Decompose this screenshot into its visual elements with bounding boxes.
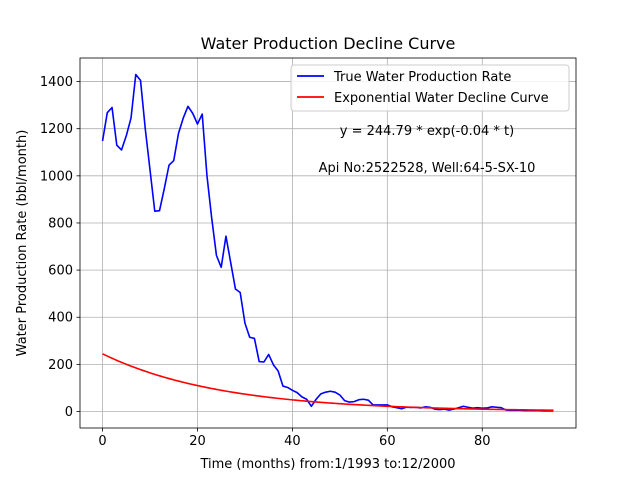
grid [80,58,576,428]
x-tick-label: 80 [474,434,491,449]
well-annotation: Api No:2522528, Well:64-5-SX-10 [319,161,536,176]
series-group [101,73,554,412]
x-tick-label: 0 [98,434,106,449]
y-tick-label: 600 [48,264,73,279]
legend-label-decline-curve: Exponential Water Decline Curve [334,91,549,106]
y-axis: 0 200 400 600 800 1000 1200 1400 [40,75,80,420]
x-tick-label: 60 [379,434,396,449]
y-tick-label: 800 [48,216,73,231]
series-exponential-water-decline-curve [102,353,554,412]
x-tick-label: 40 [284,434,301,449]
plot-frame [79,57,577,429]
y-tick-label: 0 [65,405,73,420]
legend: True Water Production Rate Exponential W… [290,64,570,112]
x-axis: 0 20 40 60 80 [98,428,491,449]
legend-box [290,64,570,112]
legend-label-true-rate: True Water Production Rate [333,70,511,85]
y-tick-label: 1200 [40,122,73,137]
y-axis-label: Water Production Rate (bbl/month) [15,130,30,357]
x-tick-label: 20 [189,434,206,449]
y-tick-label: 400 [48,311,73,326]
chart-title: Water Production Decline Curve [201,34,456,53]
y-tick-label: 200 [48,358,73,373]
series-true-water-production-rate [101,73,554,412]
x-axis-label: Time (months) from:1/1993 to:12/2000 [199,457,455,472]
y-tick-label: 1400 [40,75,73,90]
y-tick-label: 1000 [40,169,73,184]
equation-annotation: y = 244.79 * exp(-0.04 * t) [340,124,514,139]
plot-area [80,58,576,428]
